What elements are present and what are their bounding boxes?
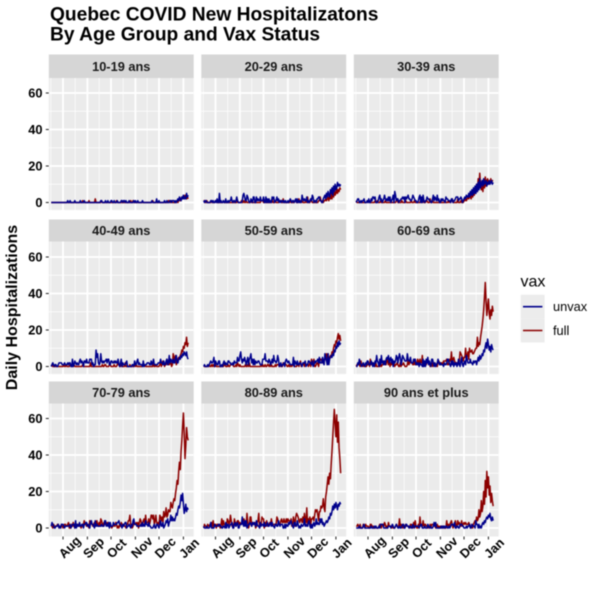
svg-text:60: 60: [28, 411, 42, 426]
svg-text:10-19 ans: 10-19 ans: [92, 59, 150, 74]
svg-text:By Age Group and Vax Status: By Age Group and Vax Status: [50, 25, 320, 46]
svg-text:Daily Hospitalizations: Daily Hospitalizations: [4, 225, 21, 390]
svg-text:40: 40: [28, 286, 42, 301]
svg-text:30-39 ans: 30-39 ans: [397, 59, 455, 74]
svg-text:20: 20: [28, 159, 42, 174]
svg-text:vax: vax: [521, 274, 546, 291]
svg-text:full: full: [553, 323, 569, 338]
svg-text:Quebec COVID New Hospitalizato: Quebec COVID New Hospitalizatons: [50, 5, 378, 26]
svg-text:0: 0: [35, 521, 42, 536]
svg-text:20: 20: [28, 323, 42, 338]
svg-text:90 ans et plus: 90 ans et plus: [384, 385, 469, 400]
svg-text:40: 40: [28, 448, 42, 463]
svg-text:50-59 ans: 50-59 ans: [245, 223, 303, 238]
svg-text:0: 0: [35, 359, 42, 374]
svg-text:80-89 ans: 80-89 ans: [245, 385, 303, 400]
svg-text:40-49 ans: 40-49 ans: [92, 223, 150, 238]
svg-text:0: 0: [35, 195, 42, 210]
svg-text:70-79 ans: 70-79 ans: [92, 385, 150, 400]
svg-text:60: 60: [28, 250, 42, 265]
svg-text:20: 20: [28, 484, 42, 499]
svg-text:unvax: unvax: [553, 299, 588, 314]
svg-text:20-29 ans: 20-29 ans: [245, 59, 303, 74]
svg-text:40: 40: [28, 122, 42, 137]
svg-text:60-69 ans: 60-69 ans: [397, 223, 455, 238]
svg-text:60: 60: [28, 86, 42, 101]
